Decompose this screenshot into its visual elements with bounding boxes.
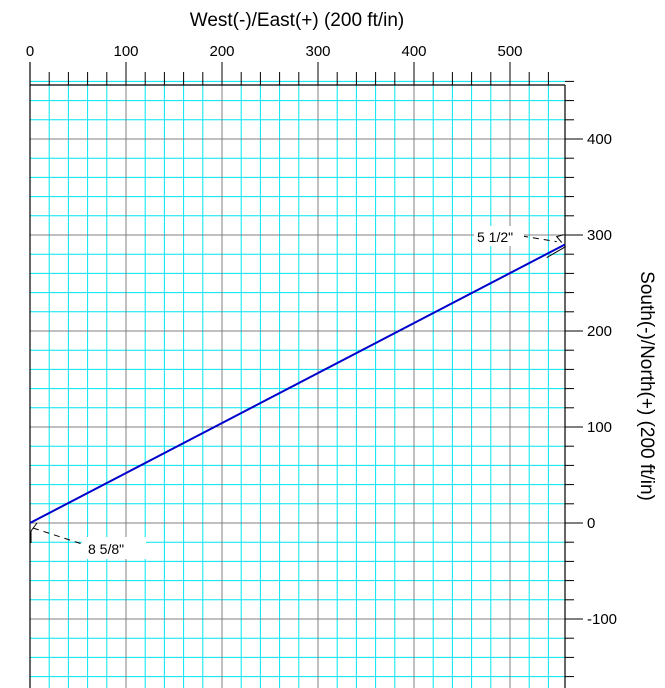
labels: 0 100 200 300 400 500 -100 0 100 200 300 400 West(-)… [26, 10, 657, 628]
annotation-leader [32, 527, 83, 545]
wellpath-line [29, 243, 566, 524]
x-axis-title: West(-)/East(+) (200 ft/in) [190, 10, 405, 31]
annotation-label-bg [474, 226, 524, 246]
major-grid [29, 85, 565, 688]
casing-shoe-marker [546, 234, 566, 259]
y-tick-label: -100 [587, 611, 617, 628]
annotation-leader [521, 235, 557, 243]
y-tick-label: 300 [587, 227, 612, 244]
y-tick-label: 100 [587, 419, 612, 436]
casing-shoe-marker [30, 522, 38, 543]
x-tick-label: 400 [401, 43, 426, 60]
casing-label: 8 5/8" [88, 541, 124, 557]
y-axis-title: South(-)/North(+) (200 ft/in) [636, 271, 657, 501]
annotation-label-bg [82, 537, 146, 559]
y-tick-label: 400 [587, 131, 612, 148]
y-tick-label: 200 [587, 323, 612, 340]
casing-label: 5 1/2" [477, 229, 513, 245]
x-tick-label: 200 [209, 43, 234, 60]
x-tick-label: 500 [497, 43, 522, 60]
x-tick-label: 0 [26, 43, 34, 60]
x-tick-label: 300 [305, 43, 330, 60]
plot-area [29, 234, 566, 545]
x-tick-label: 100 [113, 43, 138, 60]
y-tick-label: 0 [587, 515, 595, 532]
axes [29, 62, 583, 688]
